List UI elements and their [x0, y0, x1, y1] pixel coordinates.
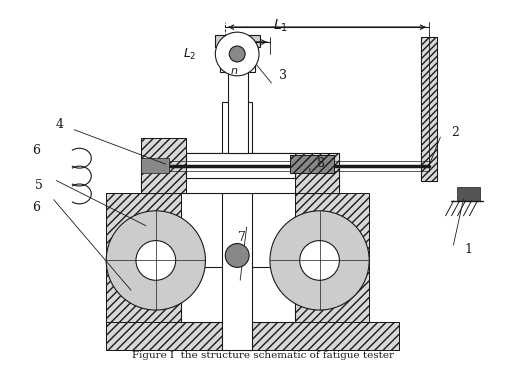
Circle shape [225, 244, 249, 267]
Bar [295, 153, 340, 193]
Bar [106, 322, 399, 350]
Bar [106, 193, 181, 322]
Bar [141, 138, 185, 193]
Bar [290, 155, 334, 173]
Text: $L_2$: $L_2$ [183, 47, 196, 62]
Text: 8: 8 [316, 157, 324, 170]
Circle shape [300, 240, 340, 280]
Text: 3: 3 [279, 69, 287, 82]
Bar [295, 193, 369, 322]
Bar [421, 37, 437, 181]
Bar [141, 138, 185, 193]
Bar [457, 187, 480, 201]
Text: 7: 7 [238, 230, 246, 243]
Bar [228, 54, 248, 153]
Text: Figure I  the structure schematic of fatigue tester: Figure I the structure schematic of fati… [131, 351, 394, 360]
Bar [141, 153, 340, 193]
Bar [290, 155, 334, 173]
Circle shape [229, 46, 245, 62]
Text: $n$: $n$ [230, 66, 238, 76]
Bar [295, 153, 340, 193]
Text: 6: 6 [32, 144, 40, 157]
Bar [185, 153, 295, 178]
Bar [106, 322, 399, 350]
Text: 4: 4 [55, 118, 64, 131]
Text: 6: 6 [32, 201, 40, 214]
Bar [106, 193, 181, 322]
Bar [220, 42, 255, 72]
Text: 2: 2 [452, 126, 459, 139]
Text: 1: 1 [464, 243, 473, 256]
Bar [295, 193, 369, 322]
Bar [181, 267, 295, 322]
Circle shape [106, 211, 205, 310]
Bar [215, 35, 260, 47]
Circle shape [270, 211, 369, 310]
Circle shape [136, 240, 176, 280]
Bar [141, 158, 169, 173]
Text: 5: 5 [35, 179, 43, 192]
Bar [222, 102, 252, 350]
Bar [421, 37, 437, 181]
Text: $L_1$: $L_1$ [273, 17, 288, 33]
Bar [421, 37, 437, 181]
Circle shape [215, 32, 259, 76]
